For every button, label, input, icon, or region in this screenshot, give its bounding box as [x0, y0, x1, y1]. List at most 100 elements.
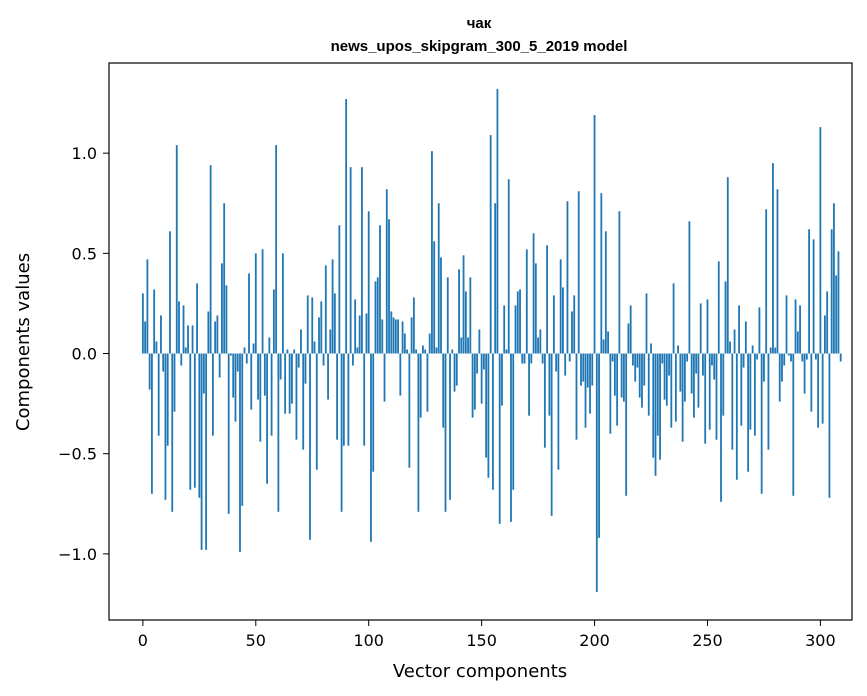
bar	[293, 349, 296, 354]
bar	[370, 353, 372, 542]
bar	[482, 353, 485, 370]
bar	[769, 347, 772, 354]
x-tick-label: 250	[692, 631, 723, 650]
bar	[724, 281, 727, 354]
bar	[532, 233, 535, 354]
bar	[351, 353, 354, 366]
bar	[670, 353, 673, 428]
bar	[620, 353, 623, 398]
bar	[593, 115, 596, 354]
bar	[801, 353, 804, 362]
bar	[557, 353, 560, 470]
bar	[453, 353, 456, 392]
bar	[589, 353, 591, 414]
bar	[182, 305, 185, 354]
bar	[365, 313, 368, 354]
bar	[555, 353, 558, 372]
bar	[270, 353, 273, 436]
bar	[839, 353, 842, 362]
x-tick-label: 300	[805, 631, 836, 650]
bar	[776, 189, 779, 354]
bar	[577, 191, 580, 354]
bar	[306, 295, 309, 354]
bar	[496, 89, 499, 354]
bar	[254, 253, 257, 354]
bar	[331, 259, 334, 354]
bar	[785, 295, 788, 354]
bar	[162, 353, 165, 372]
bar	[742, 353, 745, 368]
bar	[340, 353, 343, 512]
bar	[733, 329, 736, 354]
bar	[747, 353, 750, 472]
bar	[501, 353, 503, 406]
bar	[422, 345, 424, 354]
bar	[566, 201, 569, 354]
y-axis-label: Components values	[13, 253, 34, 431]
bar	[580, 353, 582, 386]
x-tick-label: 150	[466, 631, 497, 650]
chart-title-line1: чак	[467, 15, 492, 32]
bar	[311, 297, 314, 354]
bar	[272, 289, 275, 354]
bar	[552, 295, 555, 354]
bar	[487, 353, 490, 478]
bar	[309, 353, 311, 540]
bar	[250, 353, 253, 410]
bar	[324, 265, 327, 354]
bar	[171, 353, 174, 512]
bar	[810, 353, 813, 412]
bar	[412, 297, 415, 354]
bar	[528, 353, 530, 416]
bar	[627, 323, 630, 354]
bar	[823, 315, 826, 354]
bar	[449, 353, 451, 500]
bar	[548, 353, 551, 416]
bar	[690, 353, 693, 394]
bar	[729, 341, 731, 354]
bar	[641, 353, 643, 408]
bar	[329, 329, 332, 354]
bar	[632, 353, 634, 366]
bar	[218, 353, 221, 378]
x-tick-label: 100	[353, 631, 384, 650]
bar	[455, 353, 458, 386]
bar	[342, 353, 345, 446]
bar	[408, 353, 411, 468]
bar	[424, 349, 427, 354]
bar	[790, 353, 792, 362]
bar	[202, 353, 205, 394]
bar	[787, 353, 790, 356]
bar	[514, 305, 517, 354]
bar	[683, 353, 686, 402]
bar	[498, 353, 501, 524]
bar	[767, 353, 770, 450]
bar	[534, 263, 537, 354]
bar	[243, 347, 246, 354]
bar	[160, 315, 162, 354]
bar	[805, 353, 808, 360]
bar	[688, 221, 691, 354]
bar	[699, 303, 702, 354]
bar	[722, 353, 725, 416]
bar	[471, 353, 474, 418]
bar	[178, 301, 180, 354]
bar	[230, 353, 232, 356]
bar	[634, 353, 637, 382]
bar	[717, 261, 720, 354]
bar	[458, 269, 460, 354]
bar	[781, 353, 783, 382]
bar	[516, 291, 519, 354]
bar	[385, 189, 388, 354]
bar	[381, 319, 384, 354]
bar	[193, 353, 196, 488]
bar	[623, 353, 625, 402]
bar	[234, 353, 237, 422]
bar	[731, 353, 734, 450]
bar	[318, 317, 320, 354]
bar	[796, 331, 799, 354]
bar	[440, 257, 442, 354]
bar	[772, 163, 774, 354]
bar-series	[141, 89, 842, 592]
bar	[720, 353, 722, 502]
